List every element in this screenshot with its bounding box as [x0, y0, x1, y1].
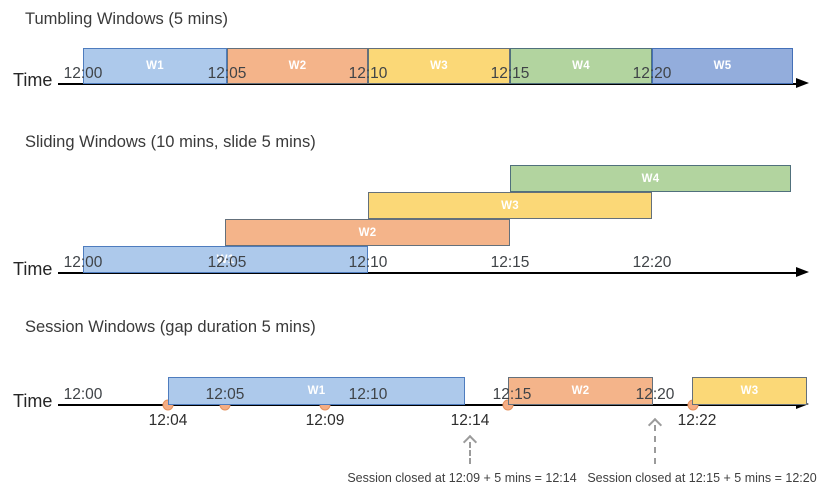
event-time-label: 12:04	[148, 412, 188, 429]
timeline-arrowhead-tumbling	[796, 78, 809, 88]
time-axis-label-session: Time	[13, 391, 53, 411]
window-tumbling-w4: W4	[510, 48, 652, 84]
window-label: W3	[740, 385, 759, 397]
timeline-axis-sliding	[58, 272, 798, 274]
window-label: W1	[307, 385, 326, 397]
timeline-axis-session	[58, 404, 798, 406]
event-time-label: 12:22	[677, 412, 717, 429]
window-label: W1	[216, 253, 235, 266]
event-time-label: 12:14	[450, 412, 490, 429]
time-axis-label-tumbling: Time	[13, 70, 53, 90]
window-label: W4	[572, 60, 590, 72]
window-label: W3	[501, 199, 519, 212]
window-tumbling-w5: W5	[652, 48, 793, 84]
tick-label: 12:10	[348, 254, 388, 271]
tick-label: 12:10	[348, 386, 388, 403]
section-title-sliding: Sliding Windows (10 mins, slide 5 mins)	[25, 133, 316, 151]
tick-label: 12:05	[207, 65, 247, 82]
window-tumbling-w3: W3	[368, 48, 510, 84]
window-session-w2: W2	[508, 377, 653, 405]
section-title-session: Session Windows (gap duration 5 mins)	[25, 318, 316, 336]
section-title-tumbling: Tumbling Windows (5 mins)	[25, 10, 228, 28]
tick-label: 12:20	[632, 254, 672, 271]
window-sliding-w4: W4	[510, 165, 791, 192]
session-closed-annotation: Session closed at 12:09 + 5 mins = 12:14	[347, 471, 577, 485]
window-session-w3: W3	[692, 377, 807, 405]
tick-label: 12:05	[207, 254, 247, 271]
tick-label: 12:15	[490, 65, 530, 82]
window-tumbling-w2: W2	[227, 48, 368, 84]
session-closed-annotation: Session closed at 12:15 + 5 mins = 12:20	[587, 471, 817, 485]
window-label: W1	[146, 60, 164, 72]
window-session-w1: W1	[168, 377, 465, 405]
tick-label: 12:15	[490, 254, 530, 271]
window-sliding-w3: W3	[368, 192, 652, 219]
tick-label: 12:00	[63, 65, 103, 82]
window-label: W5	[713, 60, 732, 72]
window-label: W2	[288, 60, 307, 72]
timeline-arrowhead-sliding	[796, 267, 809, 277]
window-label: W2	[571, 385, 590, 397]
timeline-axis-tumbling	[58, 83, 798, 85]
arrow-dashed-stem	[469, 442, 471, 464]
tick-label: 12:20	[632, 65, 672, 82]
window-tumbling-w1: W1	[83, 48, 227, 84]
arrow-dashed-stem	[654, 425, 656, 464]
window-sliding-w2: W2	[225, 219, 510, 246]
tick-label: 12:20	[635, 386, 675, 403]
window-label: W2	[358, 226, 377, 239]
event-time-label: 12:09	[305, 412, 345, 429]
tick-label: 12:15	[492, 386, 532, 403]
time-axis-label-sliding: Time	[13, 259, 53, 279]
window-label: W3	[430, 60, 448, 72]
tick-label: 12:00	[63, 386, 103, 403]
window-sliding-w1: W1	[83, 246, 368, 273]
window-label: W4	[641, 172, 660, 185]
tick-label: 12:05	[205, 386, 245, 403]
tick-label: 12:10	[348, 65, 388, 82]
tick-label: 12:00	[63, 254, 103, 271]
